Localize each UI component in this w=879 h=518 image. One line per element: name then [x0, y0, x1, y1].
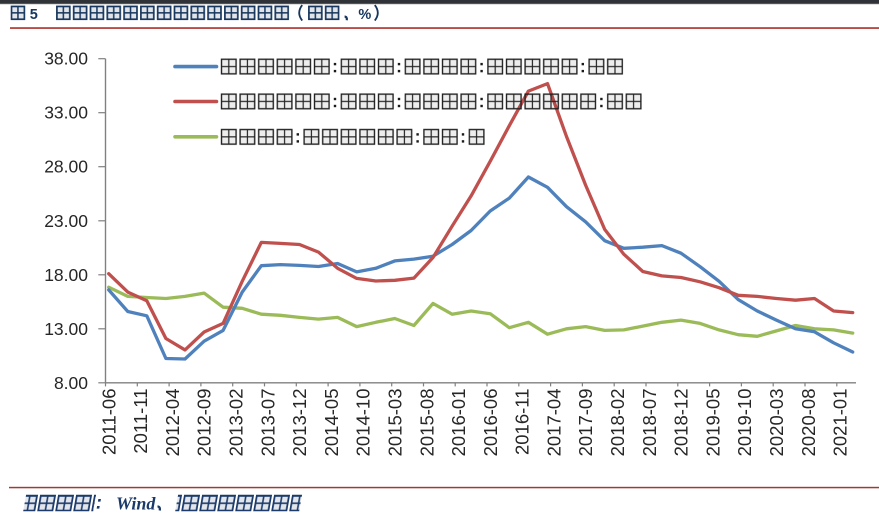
- svg-text:2012-09: 2012-09: [194, 389, 215, 457]
- svg-text:2017-04: 2017-04: [543, 389, 564, 457]
- svg-text:8.00: 8.00: [54, 373, 88, 393]
- svg-text:2018-12: 2018-12: [671, 389, 692, 457]
- svg-text:%: %: [358, 7, 371, 23]
- svg-text:13.00: 13.00: [44, 319, 88, 339]
- svg-text:2015-03: 2015-03: [385, 389, 406, 457]
- svg-text:2013-07: 2013-07: [257, 389, 278, 457]
- svg-text:2011-11: 2011-11: [130, 389, 151, 454]
- svg-text:2020-08: 2020-08: [798, 389, 819, 457]
- svg-text:Wind: Wind: [116, 494, 156, 514]
- svg-text:2014-05: 2014-05: [321, 389, 342, 457]
- svg-text:2018-07: 2018-07: [639, 389, 660, 457]
- svg-text:2017-09: 2017-09: [575, 389, 596, 457]
- svg-text:2019-10: 2019-10: [734, 389, 755, 457]
- svg-text:2015-08: 2015-08: [416, 389, 437, 457]
- svg-text:2020-03: 2020-03: [766, 389, 787, 457]
- svg-text:2019-05: 2019-05: [702, 389, 723, 457]
- svg-text:2013-12: 2013-12: [289, 389, 310, 457]
- svg-text:2021-01: 2021-01: [830, 389, 851, 457]
- svg-text:23.00: 23.00: [44, 211, 88, 231]
- svg-text:5: 5: [30, 7, 38, 23]
- svg-text:2012-04: 2012-04: [162, 389, 183, 457]
- svg-text:28.00: 28.00: [44, 157, 88, 177]
- svg-text:2016-11: 2016-11: [512, 389, 533, 456]
- svg-text:33.00: 33.00: [44, 103, 88, 123]
- svg-text:2016-06: 2016-06: [480, 389, 501, 457]
- svg-text:38.00: 38.00: [44, 49, 88, 69]
- svg-text:2011-06: 2011-06: [98, 389, 119, 456]
- svg-text:2016-01: 2016-01: [448, 389, 469, 457]
- svg-text:2013-02: 2013-02: [226, 389, 247, 457]
- svg-text:18.00: 18.00: [44, 265, 88, 285]
- svg-text:2018-02: 2018-02: [607, 389, 628, 457]
- svg-text:2014-10: 2014-10: [353, 389, 374, 457]
